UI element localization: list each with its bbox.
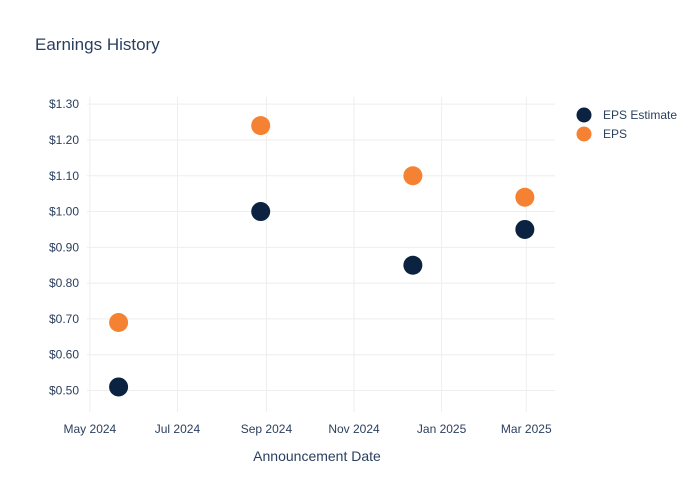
eps-estimate-point <box>251 202 271 222</box>
eps-estimate-legend-marker <box>576 107 592 123</box>
x-tick-label: Jul 2024 <box>155 422 201 436</box>
y-tick-label: $0.60 <box>49 348 79 362</box>
y-tick-label: $0.90 <box>49 240 79 254</box>
chart-title: Earnings History <box>35 35 160 54</box>
eps-point <box>515 187 535 207</box>
y-tick-label: $0.50 <box>49 384 79 398</box>
eps-estimate-point <box>403 255 423 275</box>
eps-point <box>251 116 271 136</box>
x-tick-label: Sep 2024 <box>241 422 293 436</box>
y-tick-label: $0.70 <box>49 312 79 326</box>
y-tick-label: $1.20 <box>49 133 79 147</box>
legend[interactable]: EPS Estimate EPS <box>576 107 678 142</box>
eps-estimate-legend-label: EPS Estimate <box>603 108 677 122</box>
y-tick-label: $1.30 <box>49 97 79 111</box>
grid <box>87 97 555 412</box>
y-tick-label: $1.10 <box>49 169 79 183</box>
y-axis-ticks: $0.50 $0.60 $0.70 $0.80 $0.90 $1.00 $1.10 $1.20… <box>49 97 79 397</box>
eps-legend-label: EPS <box>603 127 627 141</box>
x-axis-ticks: May 2024 Jul 2024 Sep 2024 Nov 2024 Jan 2025… <box>64 422 552 436</box>
x-tick-label: Jan 2025 <box>417 422 467 436</box>
eps-point <box>403 166 423 186</box>
x-tick-label: May 2024 <box>64 422 117 436</box>
data-points <box>109 116 535 397</box>
eps-estimate-point <box>515 219 535 239</box>
eps-estimate-point <box>109 377 129 397</box>
x-axis-title: Announcement Date <box>253 448 381 464</box>
y-tick-label: $0.80 <box>49 276 79 290</box>
eps-point <box>109 313 129 333</box>
y-tick-label: $1.00 <box>49 205 79 219</box>
x-tick-label: Mar 2025 <box>501 422 552 436</box>
x-tick-label: Nov 2024 <box>328 422 380 436</box>
eps-legend-marker <box>576 126 592 142</box>
